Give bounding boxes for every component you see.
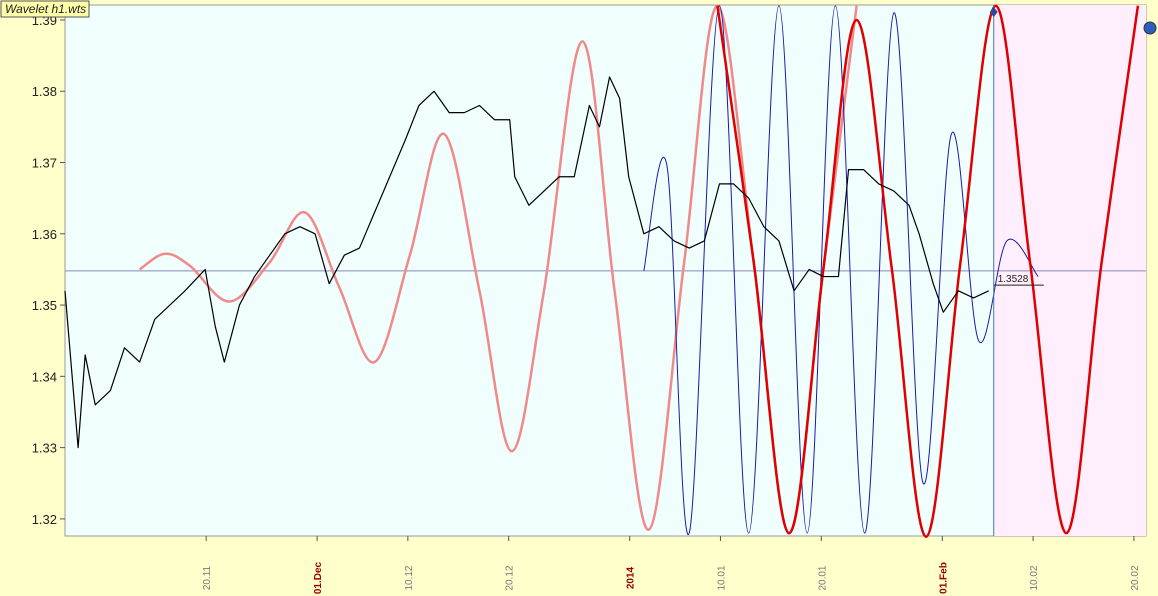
series-line — [716, 4, 1140, 538]
y-tick-label: 1.33 — [32, 441, 57, 456]
x-tick-label: 10.12 — [404, 565, 415, 590]
y-tick-label: 1.38 — [32, 84, 57, 99]
y-tick-label: 1.35 — [32, 298, 57, 313]
last-price-label: 1.3528 — [998, 274, 1029, 285]
y-tick-label: 1.32 — [32, 512, 57, 527]
x-tick-label: 01.Feb — [938, 562, 949, 594]
series-line — [643, 5, 1039, 535]
cursor-marker — [989, 7, 998, 17]
y-tick-label: 1.36 — [32, 227, 57, 242]
series-line — [64, 76, 989, 449]
x-tick-label: 20.11 — [202, 565, 213, 590]
x-tick-label: 2014 — [626, 566, 637, 589]
x-tick-label: 20.02 — [1130, 565, 1141, 590]
x-tick-label: 10.02 — [1029, 565, 1040, 590]
x-tick-label: 20.12 — [505, 565, 516, 590]
globe-icon[interactable] — [1143, 21, 1157, 35]
y-tick-label: 1.37 — [32, 156, 57, 171]
x-tick-label: 01.Dec — [313, 561, 324, 594]
x-tick-label: 10.01 — [716, 565, 727, 590]
title-box — [0, 0, 90, 18]
chart-title: Wavelet h1.wts — [5, 2, 86, 16]
x-tick-label: 20.01 — [817, 565, 828, 590]
y-tick-label: 1.34 — [32, 369, 57, 384]
